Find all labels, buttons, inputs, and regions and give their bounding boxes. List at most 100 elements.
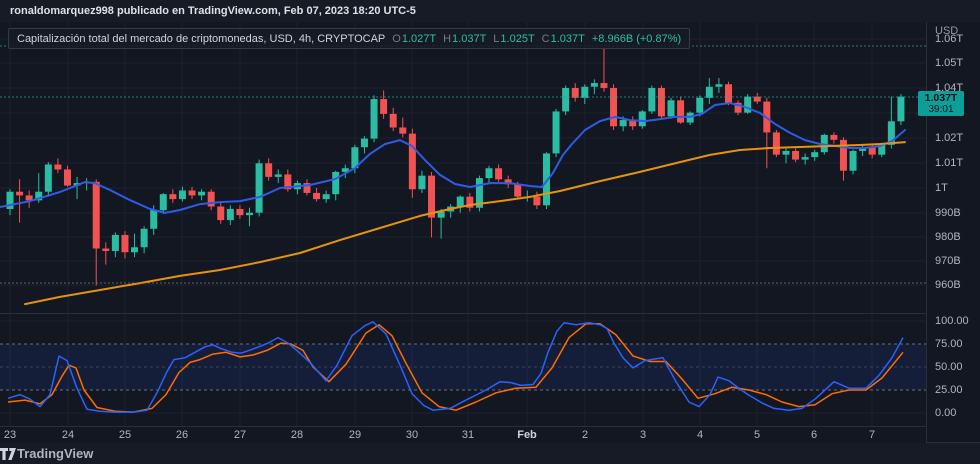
- publish-info-bar: ronaldomarquez998 publicado en TradingVi…: [0, 0, 980, 22]
- axis-price-label: 1.01T: [935, 157, 964, 169]
- candle-body: [207, 191, 215, 207]
- axis-date-label: 2: [581, 429, 589, 441]
- axis-price-label: 990B: [935, 207, 961, 219]
- candle-body: [782, 150, 790, 155]
- candle-body: [226, 208, 234, 221]
- stochastic-k-line: [7, 321, 904, 413]
- legend-close: C 1.037T: [541, 32, 585, 45]
- candle-body: [332, 171, 340, 195]
- legend-low: L 1.025T: [493, 32, 535, 45]
- candle-body: [341, 168, 349, 172]
- price-axis[interactable]: USD 1.06T1.05T1.04T1.03T1.02T1.01T1T990B…: [918, 22, 980, 442]
- candle-body: [255, 163, 263, 213]
- axis-date-label: 24: [61, 429, 75, 441]
- candle-body: [150, 210, 158, 229]
- candle-body: [466, 196, 474, 208]
- candle-body: [753, 96, 761, 102]
- candle-body: [111, 234, 119, 251]
- axis-currency-label: USD: [935, 25, 959, 37]
- axis-date-label: 26: [175, 429, 189, 441]
- candle-body: [571, 87, 579, 98]
- candle-body: [619, 120, 627, 127]
- axis-date-label: 27: [233, 429, 247, 441]
- candle-body: [600, 83, 608, 88]
- publish-info-text: ronaldomarquez998 publicado en TradingVi…: [10, 5, 416, 17]
- candle-body: [485, 168, 493, 179]
- candle-body: [159, 194, 167, 211]
- axis-date-label: 4: [696, 429, 704, 441]
- legend-high: H 1.037T: [443, 32, 487, 45]
- candle-body: [839, 139, 847, 171]
- candle-body: [552, 111, 560, 154]
- candle-body: [542, 153, 550, 206]
- candle-body: [811, 152, 819, 158]
- oscillator-pane[interactable]: [0, 313, 926, 426]
- candle-body: [801, 157, 809, 160]
- pane-separator-handle[interactable]: [0, 313, 980, 314]
- candle-body: [495, 168, 503, 180]
- candle-body: [648, 87, 656, 112]
- candle-body: [744, 96, 752, 113]
- candle-body: [63, 169, 71, 186]
- candle-body: [820, 134, 828, 153]
- candle-body: [830, 134, 838, 140]
- axis-date-label: 5: [753, 429, 761, 441]
- candle-body: [140, 228, 148, 248]
- candle-body: [35, 191, 43, 201]
- time-axis[interactable]: 23 24 25 26 27 28 29 30 31 Feb 2 3 4 5 6 7: [0, 426, 926, 443]
- legend-change: +8.966B (+0.87%): [591, 32, 682, 45]
- candle-body: [878, 144, 886, 155]
- axis-date-label: 6: [810, 429, 818, 441]
- candle-body: [274, 174, 282, 177]
- axis-date-label: 23: [3, 429, 17, 441]
- candle-body: [370, 99, 378, 139]
- candle-body: [92, 181, 100, 249]
- ma-fast-line: [0, 102, 906, 214]
- axis-price-label: 1.02T: [935, 132, 964, 144]
- candle-body: [610, 87, 618, 127]
- candle-body: [360, 138, 368, 148]
- candle-body: [533, 196, 541, 206]
- candle-body: [897, 96, 905, 122]
- candle-body: [188, 190, 196, 196]
- candle-body: [475, 178, 483, 208]
- legend-title[interactable]: Capitalización total del mercado de crip…: [17, 32, 386, 45]
- candle-body: [236, 208, 244, 216]
- tradingview-brand-text[interactable]: TradingView: [17, 446, 94, 461]
- candle-body: [514, 184, 522, 197]
- candle-body: [849, 150, 857, 171]
- candle-body: [6, 191, 14, 209]
- candle-body: [715, 84, 723, 87]
- candle-body: [428, 175, 436, 218]
- candle-body: [178, 190, 186, 200]
- candle-body: [418, 175, 426, 190]
- axis-price-label: 970B: [935, 255, 961, 267]
- axis-date-label: 7: [868, 429, 876, 441]
- candle-body: [351, 147, 359, 169]
- axis-price-label: 100.00: [935, 315, 969, 327]
- candle-body: [121, 234, 129, 253]
- legend-open: O 1.027T: [392, 32, 437, 45]
- current-price-label: 1.037T 39:01: [918, 91, 964, 116]
- footer-bar: TradingView: [0, 442, 980, 464]
- candle-body: [322, 194, 330, 200]
- candle-body: [408, 133, 416, 190]
- chart-area[interactable]: Capitalización total del mercado de crip…: [0, 22, 980, 443]
- candle-body: [217, 206, 225, 221]
- axis-price-label: 25.00: [935, 384, 963, 396]
- candle-body: [102, 248, 110, 251]
- symbol-legend[interactable]: Capitalización total del mercado de crip…: [8, 28, 691, 49]
- candle-body: [562, 87, 570, 112]
- candle-body: [734, 102, 742, 113]
- candle-body: [399, 127, 407, 134]
- price-pane[interactable]: [0, 22, 926, 313]
- candle-body: [504, 179, 512, 185]
- candle-body: [657, 87, 665, 117]
- candle-body: [246, 212, 253, 216]
- bar-countdown: 39:01: [928, 104, 954, 115]
- candle-body: [44, 164, 52, 192]
- axis-price-label: 50.00: [935, 361, 963, 373]
- candle-body: [265, 163, 273, 177]
- candle-body: [590, 83, 598, 87]
